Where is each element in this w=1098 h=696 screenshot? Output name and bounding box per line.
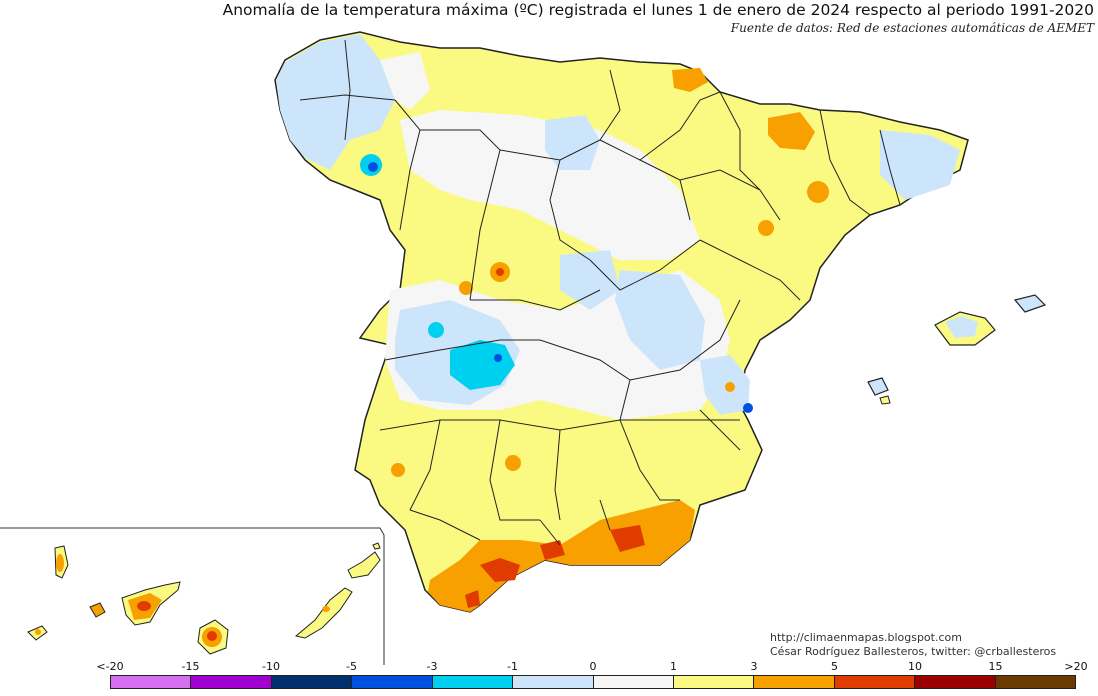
burgos-cool-zone [545, 115, 600, 170]
catalonia-cool-zone [880, 130, 960, 200]
almeria-hot-zone [610, 525, 645, 552]
avila-warm-spot [459, 281, 473, 295]
legend-swatch [271, 676, 353, 688]
lanzarote [347, 551, 381, 579]
ibiza [867, 377, 889, 396]
formentera [879, 395, 891, 405]
province-borders [299, 39, 901, 546]
legend-swatch [673, 676, 755, 688]
legend-label: 0 [589, 660, 597, 673]
legend-label: -3 [426, 660, 438, 673]
legend-swatch [593, 676, 674, 688]
legend-swatch [111, 676, 192, 688]
legend-label: 15 [988, 660, 1003, 673]
legend-label: 10 [908, 660, 922, 673]
legend-swatch [834, 676, 916, 688]
la-gomera [89, 602, 106, 618]
granada-hot-zone [540, 540, 565, 560]
levante-warm-spot [725, 382, 735, 392]
fuerteventura-warm [322, 606, 330, 612]
legend-label: >20 [1064, 660, 1088, 673]
legend-swatch [915, 676, 996, 688]
canary-inset-frame [0, 527, 385, 665]
la-graciosa [372, 542, 381, 550]
cuenca-cool-zone-2 [560, 250, 620, 310]
legend-swatch [432, 676, 514, 688]
sevilla-warm-spot [391, 463, 405, 477]
legend-swatch [754, 676, 835, 688]
cantabria-cool-zone [380, 52, 430, 110]
legend-label: <-20 [96, 660, 124, 673]
legend-label: -10 [262, 660, 280, 673]
cadiz-hot-zone [465, 590, 480, 608]
legend-label: -1 [507, 660, 518, 673]
valencia-cool-zone [700, 355, 750, 415]
huesca-warm-zone [768, 112, 815, 150]
mallorca-cool-zone [945, 316, 978, 338]
legend-swatch [995, 676, 1076, 688]
valencia-blue-spot [743, 403, 753, 413]
legend-swatch [352, 676, 433, 688]
legend-swatch [191, 676, 272, 688]
navarra-warm-zone [672, 68, 708, 92]
galicia-blue-spot [368, 162, 378, 172]
legend-label: 3 [750, 660, 758, 673]
legend-swatch [513, 676, 594, 688]
galicia-cool-zone [276, 34, 395, 170]
legend-label: 5 [831, 660, 838, 673]
author-credit: César Rodríguez Ballesteros, twitter: @c… [770, 645, 1057, 658]
toledo-cyan-zone [450, 340, 515, 390]
cuenca-cool-zone [615, 270, 705, 370]
la-palma-warm [56, 554, 64, 572]
color-scale-legend [110, 675, 1076, 689]
teruel-warm-spot [807, 181, 829, 203]
cordoba-warm-spot [505, 455, 521, 471]
data-source-subtitle: Fuente de datos: Red de estaciones autom… [730, 21, 1094, 35]
map-title: Anomalía de la temperatura máxima (ºC) r… [222, 1, 1094, 19]
gran-canaria-hot [207, 631, 217, 641]
tenerife-hot [137, 601, 151, 611]
malaga-hot-zone [480, 558, 520, 582]
segovia-hot-spot [496, 268, 504, 276]
legend-label: -15 [181, 660, 200, 673]
duero-neutral-zone [400, 110, 700, 260]
fuerteventura [294, 587, 353, 639]
legend-label: -5 [346, 660, 357, 673]
castellon-warm-spot [758, 220, 774, 236]
legend-labels: <-20 -15 -10 -5 -3 -1 0 1 3 5 10 15 >20 [0, 660, 1098, 674]
extremadura-cyan-spot [428, 322, 444, 338]
legend-label: 1 [670, 660, 677, 673]
menorca [1013, 294, 1047, 313]
toledo-blue-spot [494, 354, 502, 362]
el-hierro-warm [35, 629, 41, 635]
blog-url-credit: http://climaenmapas.blogspot.com [770, 631, 962, 644]
